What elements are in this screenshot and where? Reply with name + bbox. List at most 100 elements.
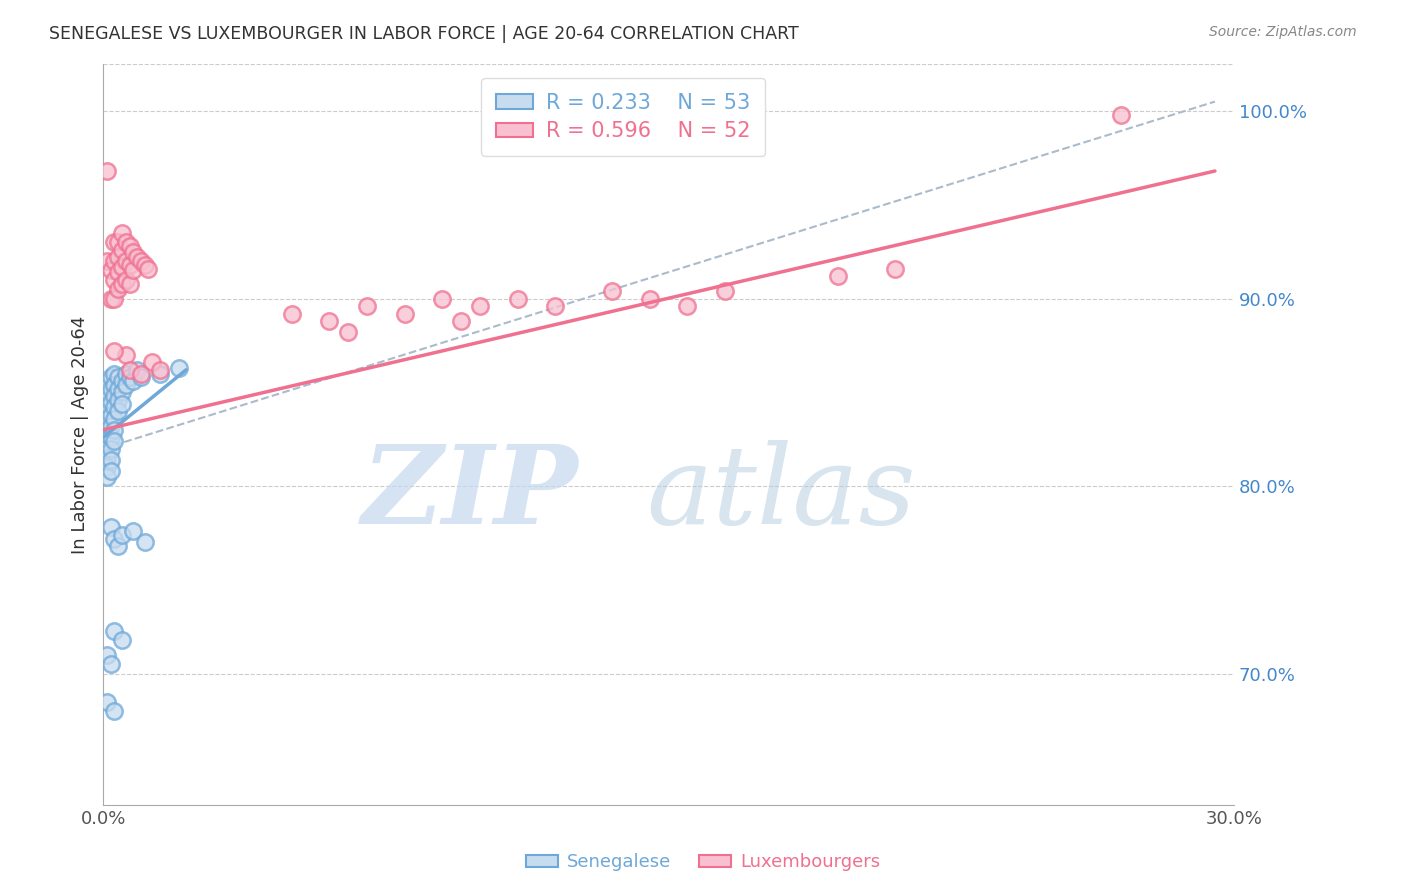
- Point: [114, 235, 136, 250]
- Point: [318, 314, 340, 328]
- Point: [100, 520, 122, 534]
- Point: [394, 307, 416, 321]
- Point: [107, 235, 129, 250]
- Point: [138, 261, 160, 276]
- Point: [600, 284, 623, 298]
- Point: [107, 370, 129, 384]
- Point: [111, 260, 134, 274]
- Point: [129, 370, 152, 384]
- Point: [883, 261, 905, 276]
- Point: [103, 532, 125, 546]
- Point: [714, 284, 737, 298]
- Point: [107, 282, 129, 296]
- Point: [103, 367, 125, 381]
- Point: [96, 376, 118, 390]
- Point: [103, 389, 125, 403]
- Point: [100, 464, 122, 478]
- Point: [107, 265, 129, 279]
- Point: [107, 539, 129, 553]
- Point: [103, 377, 125, 392]
- Point: [122, 244, 145, 259]
- Text: ZIP: ZIP: [361, 440, 578, 548]
- Point: [125, 363, 148, 377]
- Point: [122, 374, 145, 388]
- Point: [111, 396, 134, 410]
- Point: [638, 292, 661, 306]
- Point: [118, 239, 141, 253]
- Point: [111, 226, 134, 240]
- Point: [114, 377, 136, 392]
- Text: atlas: atlas: [647, 440, 917, 548]
- Point: [114, 367, 136, 381]
- Point: [103, 235, 125, 250]
- Point: [544, 299, 567, 313]
- Point: [96, 442, 118, 456]
- Point: [114, 254, 136, 268]
- Point: [1109, 108, 1132, 122]
- Point: [100, 382, 122, 396]
- Point: [134, 258, 156, 272]
- Point: [96, 411, 118, 425]
- Text: SENEGALESE VS LUXEMBOURGER IN LABOR FORCE | AGE 20-64 CORRELATION CHART: SENEGALESE VS LUXEMBOURGER IN LABOR FORC…: [49, 25, 799, 43]
- Point: [100, 370, 122, 384]
- Point: [100, 263, 122, 277]
- Point: [103, 254, 125, 268]
- Point: [118, 258, 141, 272]
- Point: [103, 423, 125, 437]
- Point: [468, 299, 491, 313]
- Point: [167, 361, 190, 376]
- Point: [337, 326, 360, 340]
- Point: [506, 292, 529, 306]
- Point: [450, 314, 472, 328]
- Point: [122, 524, 145, 538]
- Point: [107, 392, 129, 407]
- Point: [114, 348, 136, 362]
- Point: [103, 411, 125, 425]
- Point: [141, 355, 163, 369]
- Point: [432, 292, 454, 306]
- Point: [111, 528, 134, 542]
- Y-axis label: In Labor Force | Age 20-64: In Labor Force | Age 20-64: [72, 316, 89, 554]
- Point: [111, 385, 134, 400]
- Point: [96, 460, 118, 475]
- Point: [100, 442, 122, 456]
- Point: [107, 382, 129, 396]
- Point: [100, 292, 122, 306]
- Point: [96, 450, 118, 465]
- Point: [111, 243, 134, 257]
- Point: [114, 273, 136, 287]
- Point: [111, 632, 134, 647]
- Point: [100, 419, 122, 434]
- Point: [103, 401, 125, 415]
- Legend: R = 0.233    N = 53, R = 0.596    N = 52: R = 0.233 N = 53, R = 0.596 N = 52: [481, 78, 765, 156]
- Point: [827, 268, 849, 283]
- Point: [103, 344, 125, 359]
- Point: [103, 292, 125, 306]
- Point: [96, 470, 118, 484]
- Point: [100, 453, 122, 467]
- Point: [96, 695, 118, 709]
- Point: [118, 363, 141, 377]
- Point: [129, 254, 152, 268]
- Point: [103, 704, 125, 718]
- Text: Source: ZipAtlas.com: Source: ZipAtlas.com: [1209, 25, 1357, 39]
- Point: [107, 404, 129, 418]
- Point: [96, 648, 118, 662]
- Legend: Senegalese, Luxembourgers: Senegalese, Luxembourgers: [519, 847, 887, 879]
- Point: [103, 273, 125, 287]
- Point: [96, 432, 118, 446]
- Point: [125, 250, 148, 264]
- Point: [107, 250, 129, 264]
- Point: [149, 367, 172, 381]
- Point: [111, 277, 134, 291]
- Point: [134, 535, 156, 549]
- Point: [111, 374, 134, 388]
- Point: [118, 370, 141, 384]
- Point: [100, 394, 122, 409]
- Point: [118, 277, 141, 291]
- Point: [122, 263, 145, 277]
- Point: [129, 367, 152, 381]
- Point: [356, 299, 378, 313]
- Point: [100, 657, 122, 672]
- Point: [280, 307, 302, 321]
